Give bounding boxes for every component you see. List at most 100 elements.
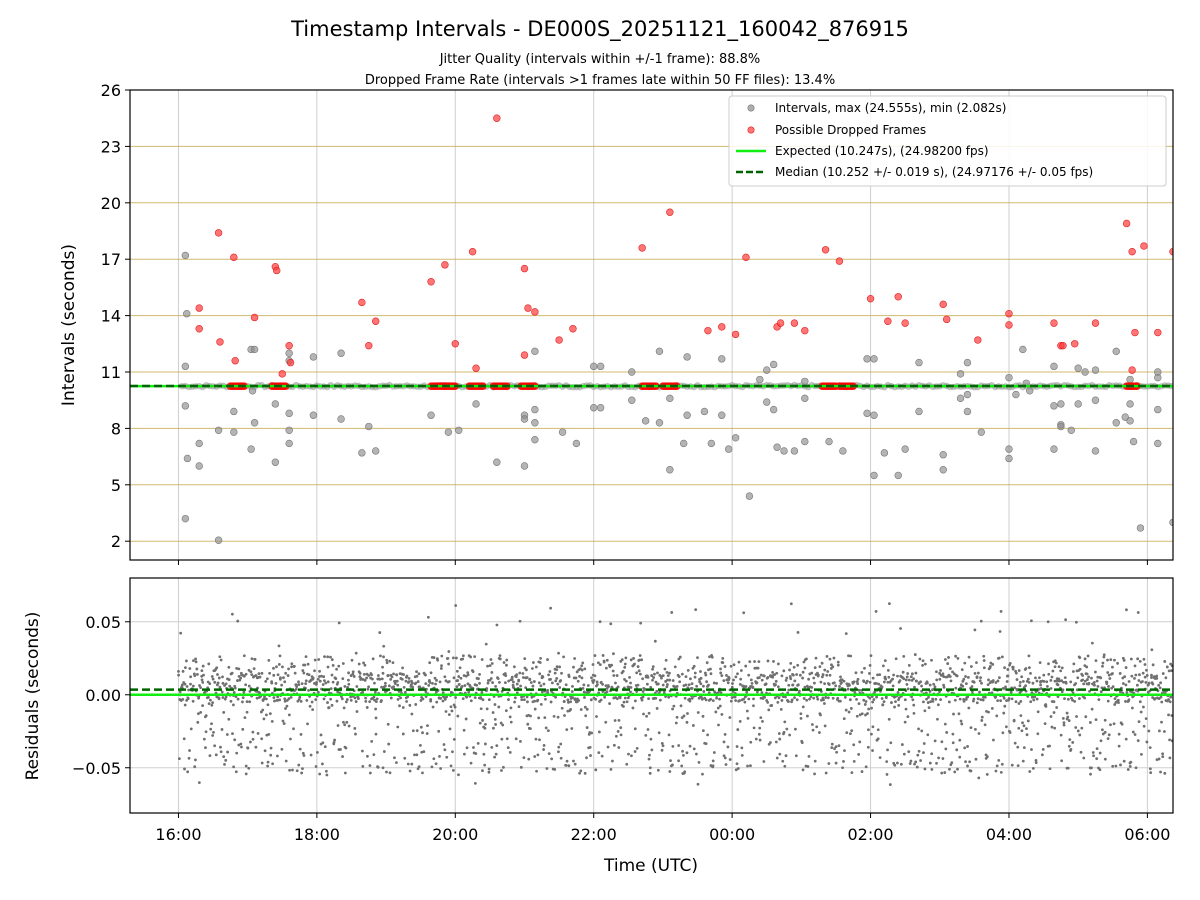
residual-point bbox=[505, 663, 508, 667]
residual-point bbox=[200, 678, 204, 682]
interval-point bbox=[337, 415, 345, 423]
residual-point bbox=[177, 757, 181, 761]
residual-point bbox=[757, 732, 761, 736]
residual-point bbox=[589, 698, 593, 702]
residual-point bbox=[235, 666, 239, 670]
residual-point bbox=[373, 698, 376, 702]
interval-point bbox=[683, 353, 691, 361]
residual-point bbox=[1117, 732, 1121, 736]
residual-point bbox=[466, 673, 470, 677]
residual-point bbox=[749, 764, 752, 768]
residual-point bbox=[1026, 677, 1030, 681]
residual-point bbox=[487, 698, 491, 702]
residual-point bbox=[435, 700, 439, 704]
residual-point bbox=[978, 690, 981, 694]
residual-point bbox=[310, 700, 314, 704]
residual-point bbox=[935, 670, 938, 674]
residual-point bbox=[592, 678, 596, 682]
dropped-frame-point bbox=[1091, 319, 1100, 327]
residual-point bbox=[1042, 679, 1046, 683]
residual-point bbox=[236, 697, 240, 701]
residual-point bbox=[1151, 663, 1155, 667]
residual-point bbox=[994, 695, 998, 699]
residual-point bbox=[558, 665, 562, 669]
residual-point bbox=[931, 699, 935, 703]
residual-point bbox=[1055, 706, 1059, 709]
residual-point bbox=[1116, 698, 1120, 702]
residual-point bbox=[682, 714, 686, 718]
residual-point bbox=[559, 679, 563, 682]
residual-point bbox=[951, 732, 955, 736]
residual-point bbox=[749, 740, 753, 744]
residual-point bbox=[967, 655, 971, 659]
residual-point bbox=[534, 737, 538, 741]
residual-point bbox=[256, 731, 260, 735]
residual-point bbox=[743, 700, 747, 704]
residual-point bbox=[635, 746, 639, 750]
residual-point bbox=[717, 723, 720, 727]
residual-point bbox=[896, 761, 899, 765]
residual-point bbox=[809, 695, 813, 699]
intervals-y-tick-label: 23 bbox=[101, 137, 121, 156]
residual-point bbox=[469, 699, 473, 703]
interval-point bbox=[870, 355, 878, 363]
residual-point bbox=[642, 712, 645, 716]
residual-point bbox=[542, 748, 545, 751]
residual-point bbox=[212, 730, 215, 734]
residual-point bbox=[224, 695, 228, 699]
residual-point bbox=[457, 773, 460, 777]
residual-point bbox=[519, 684, 523, 688]
residual-point bbox=[435, 678, 438, 682]
residual-point bbox=[1066, 715, 1070, 719]
residual-point bbox=[701, 714, 705, 718]
residual-point bbox=[885, 773, 889, 776]
residual-point bbox=[1150, 676, 1153, 679]
residual-point bbox=[473, 781, 477, 785]
residual-point bbox=[461, 654, 465, 658]
residual-point bbox=[1130, 706, 1134, 710]
residual-point bbox=[209, 727, 213, 731]
residual-point bbox=[1049, 679, 1053, 682]
residual-point bbox=[604, 684, 608, 688]
residual-point bbox=[680, 764, 684, 768]
residual-point bbox=[536, 753, 540, 757]
interval-point bbox=[572, 439, 581, 448]
residual-point bbox=[351, 670, 355, 674]
residual-point bbox=[678, 655, 682, 659]
residual-point bbox=[452, 703, 456, 707]
residual-point bbox=[692, 747, 696, 751]
residual-point bbox=[778, 752, 782, 756]
residual-point bbox=[249, 740, 252, 744]
residual-point bbox=[677, 759, 680, 763]
residual-point bbox=[623, 678, 626, 681]
residual-point bbox=[623, 662, 627, 666]
residual-point bbox=[1060, 666, 1064, 670]
residual-point bbox=[975, 701, 979, 705]
residual-point bbox=[1071, 670, 1075, 673]
interval-point bbox=[1050, 445, 1058, 453]
interval-point bbox=[1129, 437, 1138, 446]
dropped-frame-point bbox=[195, 325, 203, 333]
residual-point bbox=[376, 765, 380, 769]
residual-point bbox=[566, 698, 570, 702]
residual-point bbox=[419, 699, 423, 702]
residual-point bbox=[912, 677, 916, 681]
residual-point bbox=[862, 680, 866, 683]
residual-point bbox=[1095, 747, 1099, 751]
residual-point bbox=[990, 707, 994, 710]
residual-point bbox=[1145, 668, 1148, 672]
residual-point bbox=[462, 674, 466, 677]
residual-point bbox=[197, 695, 201, 699]
residual-point bbox=[640, 658, 644, 662]
residual-point bbox=[347, 678, 350, 682]
residual-point bbox=[580, 664, 584, 668]
residual-point bbox=[1075, 688, 1079, 692]
residual-point bbox=[533, 755, 537, 758]
residual-point bbox=[415, 753, 419, 757]
residual-point bbox=[533, 699, 537, 703]
residual-point bbox=[1122, 759, 1126, 763]
residual-point bbox=[1036, 732, 1040, 736]
residual-point bbox=[562, 699, 566, 703]
residual-point bbox=[242, 690, 246, 694]
residual-point bbox=[590, 676, 593, 680]
